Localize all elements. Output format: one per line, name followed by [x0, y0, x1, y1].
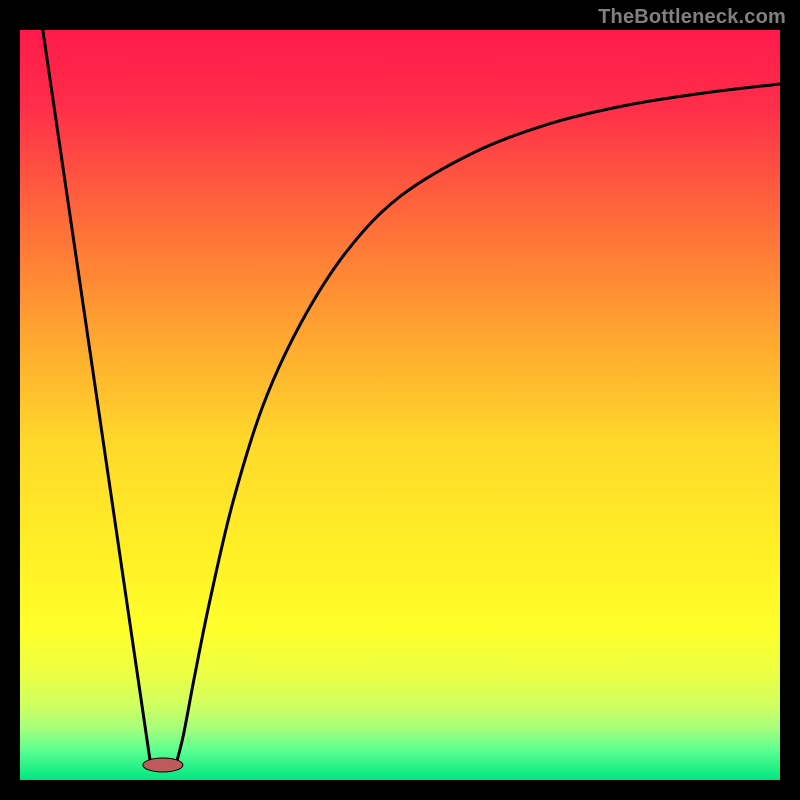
- watermark-text: TheBottleneck.com: [598, 6, 786, 29]
- chart-container: TheBottleneck.com: [0, 0, 800, 800]
- plot-svg: [20, 30, 780, 780]
- valley-pill: [143, 758, 183, 772]
- gradient-background: [20, 30, 780, 780]
